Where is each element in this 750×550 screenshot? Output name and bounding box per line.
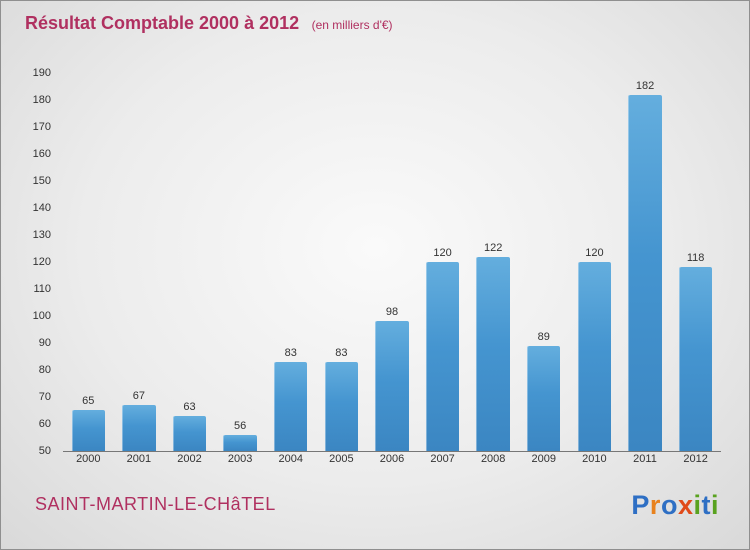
x-tick-label: 2009 — [531, 453, 557, 465]
plot-area: 65 67 63 56 83 83 98 120 122 89 120 182 118 — [63, 73, 721, 452]
bar-column: 83 — [265, 73, 316, 451]
bar-column: 89 — [518, 73, 569, 451]
y-tick-label: 180 — [32, 94, 51, 106]
x-tick-label: 2006 — [379, 453, 405, 465]
bar-column: 83 — [316, 73, 367, 451]
logo-letter: r — [649, 490, 661, 520]
bar-value-label: 56 — [234, 420, 247, 432]
bar-column: 56 — [215, 73, 266, 451]
bar — [425, 262, 460, 451]
bar — [324, 362, 359, 451]
bar — [223, 435, 257, 451]
bar-column: 118 — [670, 73, 721, 451]
x-axis: 2000 2001 2002 2003 2004 2005 2006 2007 2008 2009… — [63, 453, 721, 465]
chart-subtitle: (en milliers d'€) — [311, 18, 393, 32]
bar-value-label: 98 — [385, 306, 399, 318]
logo-letter: t — [701, 490, 711, 520]
logo-letter: P — [631, 490, 650, 520]
y-tick-label: 130 — [32, 229, 51, 241]
y-tick-label: 70 — [38, 391, 51, 403]
x-tick-label: 2011 — [633, 453, 657, 465]
bar — [172, 416, 207, 451]
bar-value-label: 63 — [183, 401, 196, 413]
x-tick-label: 2008 — [480, 453, 506, 465]
y-tick-label: 150 — [32, 175, 51, 187]
bar-column: 67 — [114, 73, 165, 451]
x-tick-label: 2010 — [582, 453, 607, 465]
x-tick-label: 2005 — [329, 453, 354, 465]
bar-series: 65 67 63 56 83 83 98 120 122 89 120 182 118 — [63, 73, 721, 451]
bar-value-label: 65 — [82, 395, 95, 407]
bar — [628, 95, 662, 451]
y-tick-label: 120 — [32, 256, 51, 268]
bar — [122, 405, 156, 451]
y-tick-label: 140 — [32, 202, 51, 214]
y-tick-label: 50 — [38, 445, 51, 457]
proxiti-logo: Proxiti — [631, 490, 719, 521]
x-tick-label: 2001 — [126, 453, 152, 465]
x-tick-label: 2003 — [227, 453, 253, 465]
bar-column: 63 — [164, 73, 215, 451]
bar-column: 120 — [569, 73, 620, 451]
bar-column: 98 — [367, 73, 418, 451]
bar-value-label: 89 — [537, 331, 550, 343]
bar-value-label: 83 — [335, 347, 348, 359]
y-tick-label: 90 — [38, 337, 51, 349]
y-tick-label: 110 — [33, 283, 51, 295]
bar-value-label: 118 — [686, 252, 705, 264]
bar-value-label: 67 — [132, 390, 146, 402]
bar — [577, 262, 612, 451]
x-tick-label: 2007 — [430, 453, 455, 465]
y-tick-label: 100 — [32, 310, 51, 322]
y-tick-label: 60 — [38, 418, 51, 430]
chart-title: Résultat Comptable 2000 à 2012 — [25, 13, 300, 33]
x-tick-label: 2012 — [683, 453, 708, 465]
bar-value-label: 122 — [484, 242, 503, 254]
bar-value-label: 120 — [433, 247, 452, 259]
bar — [274, 362, 308, 451]
bar — [375, 321, 409, 451]
logo-letter: i — [693, 490, 702, 520]
x-tick-label: 2002 — [177, 453, 202, 465]
logo-letter: x — [677, 490, 694, 520]
bar — [678, 267, 713, 451]
bar — [71, 410, 105, 451]
bar-value-label: 120 — [585, 247, 604, 259]
y-tick-label: 190 — [32, 67, 51, 79]
bar — [527, 346, 561, 451]
bar-column: 120 — [417, 73, 468, 451]
bar-value-label: 182 — [635, 80, 655, 92]
logo-letter: i — [710, 490, 719, 520]
bar-value-label: 83 — [284, 347, 297, 359]
y-tick-label: 170 — [32, 121, 51, 133]
y-tick-label: 80 — [38, 364, 51, 376]
bar-column: 182 — [620, 73, 671, 451]
logo-letter: o — [660, 490, 678, 520]
bar-column: 122 — [468, 73, 519, 451]
title-block: Résultat Comptable 2000 à 2012 (en milli… — [25, 13, 393, 34]
x-tick-label: 2000 — [76, 453, 101, 465]
x-tick-label: 2004 — [278, 453, 303, 465]
y-tick-label: 160 — [32, 148, 51, 160]
bar — [476, 257, 510, 451]
bar-column: 65 — [63, 73, 114, 451]
location-label: SAINT-MARTIN-LE-CHâTEL — [35, 494, 276, 514]
y-axis: 50 60 70 80 90 100 110 120 130 140 150 160 170 180 190 — [19, 67, 57, 457]
